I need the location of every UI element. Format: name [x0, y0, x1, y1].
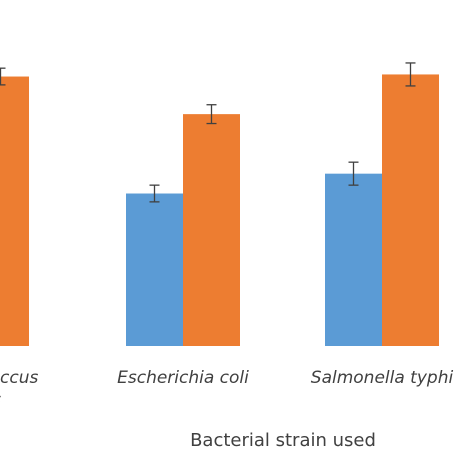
- bar-s0-c1: [126, 193, 183, 346]
- bar-s1-c2: [382, 74, 439, 346]
- x-tick-label-0-line-1: aureus: [0, 390, 1, 410]
- bar-s1-c1: [183, 114, 240, 346]
- x-tick-label-1-line-0: Escherichia coli: [117, 368, 249, 388]
- error-bar-s0-c2: [348, 161, 359, 186]
- x-tick-label-2-line-0: Salmonella typhi: [311, 368, 454, 388]
- bar-s0-c2: [325, 173, 382, 346]
- x-tick-labels: Staphylococcus aureus Escherichia coli Salm…: [0, 368, 453, 410]
- error-bar-s1-c0: [0, 67, 6, 86]
- bars-group: [0, 74, 439, 347]
- bar-s1-c0: [0, 76, 29, 347]
- error-bars-group: [0, 62, 416, 203]
- x-axis-title: Bacterial strain used: [190, 430, 376, 451]
- error-bar-s0-c1: [149, 184, 160, 203]
- x-tick-label-0-line-0: Staphylococcus: [0, 368, 38, 388]
- error-bar-s1-c1: [206, 104, 217, 125]
- error-bar-s1-c2: [405, 62, 416, 87]
